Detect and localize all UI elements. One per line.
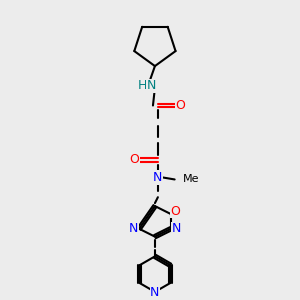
Text: N: N xyxy=(146,79,156,92)
Text: N: N xyxy=(150,286,160,299)
Text: N: N xyxy=(153,171,163,184)
Text: Me: Me xyxy=(182,175,199,184)
Text: H: H xyxy=(137,79,147,92)
Text: O: O xyxy=(176,99,185,112)
Text: O: O xyxy=(171,205,181,218)
Text: N: N xyxy=(128,222,138,235)
Text: N: N xyxy=(172,222,181,235)
Text: O: O xyxy=(129,153,139,166)
